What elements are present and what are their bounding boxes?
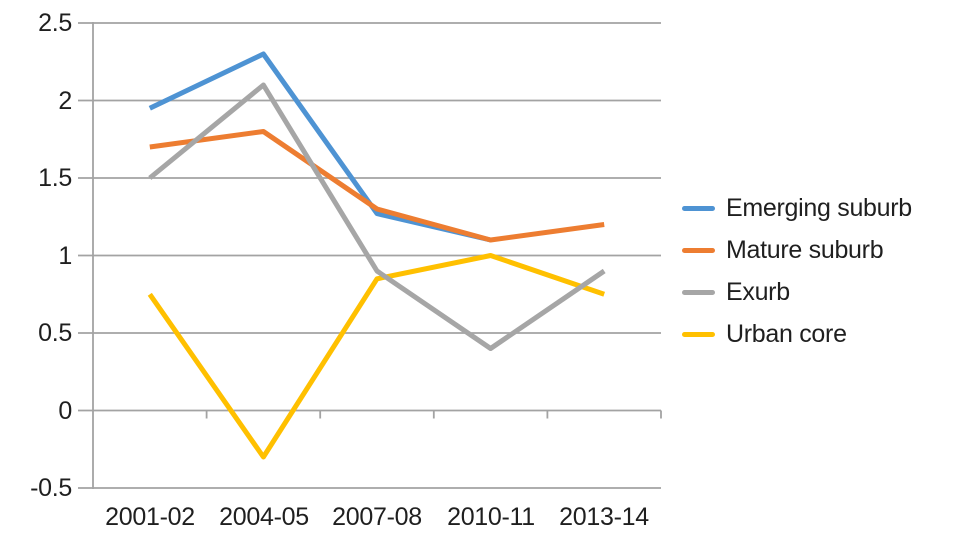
x-axis-category-label: 2013-14 bbox=[559, 503, 649, 531]
legend-label: Mature suburb bbox=[726, 236, 884, 264]
legend-label: Urban core bbox=[726, 320, 847, 348]
y-axis-tick-label: -0.5 bbox=[30, 474, 72, 502]
x-axis-category-label: 2010-11 bbox=[447, 503, 535, 531]
legend-label: Exurb bbox=[726, 278, 790, 306]
series-line-exurb bbox=[148, 82, 606, 351]
x-axis-category-label: 2007-08 bbox=[332, 503, 422, 531]
legend-line-swatch bbox=[682, 205, 715, 211]
y-axis-tick-label: 0.5 bbox=[38, 319, 72, 347]
series-line-urban-core bbox=[147, 253, 606, 460]
legend-item-mature-suburb: Mature suburb bbox=[682, 237, 912, 263]
series-line-emerging-suburb bbox=[148, 51, 492, 243]
legend-item-urban-core: Urban core bbox=[682, 321, 912, 347]
legend-label: Emerging suburb bbox=[726, 194, 912, 222]
y-axis-tick-label: 0 bbox=[58, 396, 72, 425]
legend-item-emerging-suburb: Emerging suburb bbox=[682, 195, 912, 221]
x-axis-category-label: 2001-02 bbox=[105, 503, 195, 531]
legend-item-exurb: Exurb bbox=[682, 279, 912, 305]
series-line-mature-suburb bbox=[149, 129, 605, 243]
legend-line-swatch bbox=[682, 331, 715, 337]
y-axis-tick-label: 2 bbox=[58, 86, 72, 115]
x-axis-category-label: 2004-05 bbox=[219, 503, 309, 531]
legend: Emerging suburb Mature suburb Exurb Urba… bbox=[682, 195, 912, 347]
y-axis-tick-label: 2.5 bbox=[38, 9, 72, 37]
legend-line-swatch bbox=[682, 247, 715, 253]
y-axis-tick-label: 1 bbox=[58, 241, 72, 270]
y-axis-tick-label: 1.5 bbox=[38, 164, 72, 192]
legend-line-swatch bbox=[682, 289, 715, 295]
